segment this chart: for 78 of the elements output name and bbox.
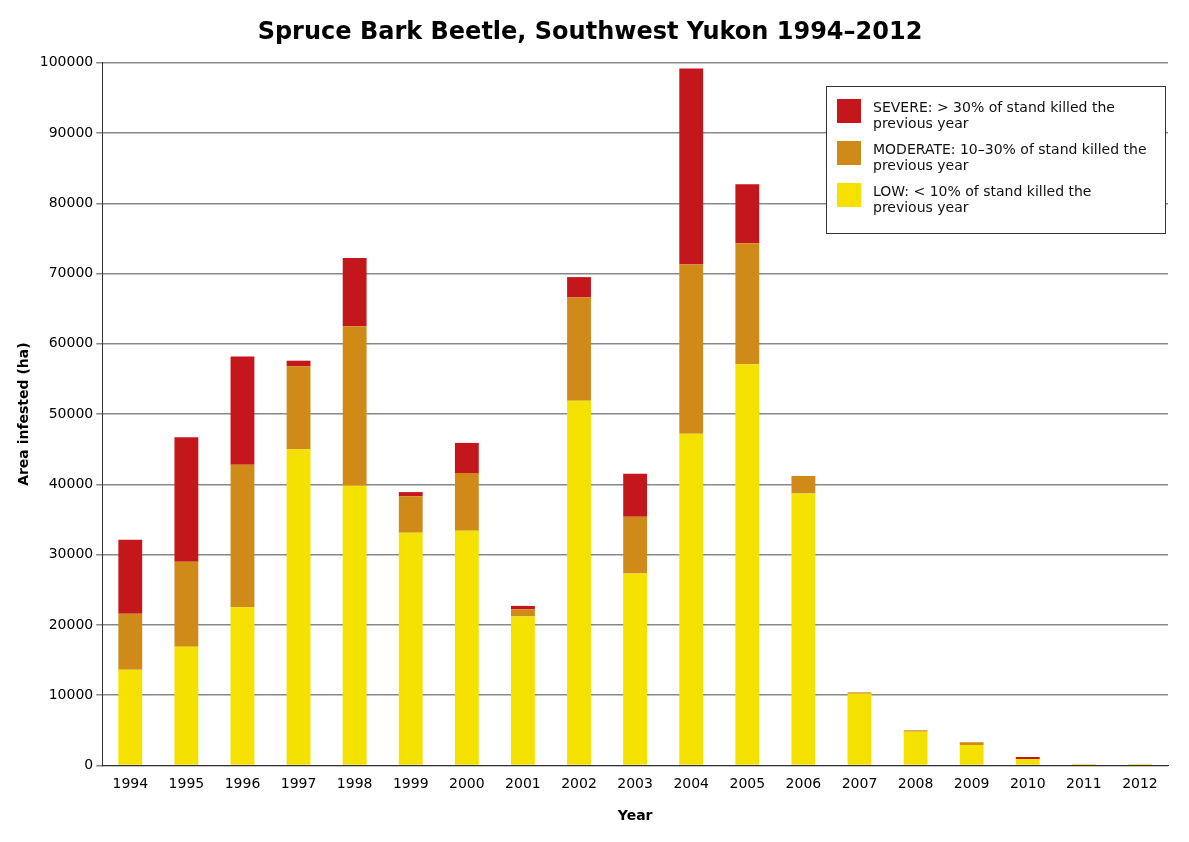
bar — [454, 473, 479, 531]
bar — [791, 493, 816, 765]
bar — [735, 364, 760, 765]
y-tick-label: 0 — [84, 756, 94, 773]
x-tick-label: 1999 — [392, 775, 429, 792]
bar — [342, 485, 367, 765]
bar — [398, 492, 423, 497]
bar — [118, 669, 143, 765]
x-tick-label: 2002 — [561, 775, 597, 792]
y-tick-label: 10000 — [48, 685, 94, 702]
bar — [511, 609, 535, 617]
bar — [679, 264, 704, 434]
bar — [623, 516, 648, 574]
bar — [454, 442, 479, 474]
bar — [174, 561, 199, 647]
bar — [118, 539, 143, 614]
bar — [342, 258, 367, 327]
bar — [791, 475, 816, 494]
bar — [230, 356, 255, 465]
y-tick-label: 90000 — [48, 123, 94, 140]
bar — [174, 646, 199, 765]
x-tick-label: 2011 — [1066, 775, 1102, 792]
y-tick-label: 30000 — [48, 545, 94, 562]
bar — [1015, 759, 1040, 765]
bar — [398, 496, 423, 533]
bar — [230, 464, 255, 608]
y-tick-label: 50000 — [48, 404, 94, 421]
x-tick-label: 2010 — [1009, 775, 1046, 792]
bar — [735, 184, 760, 244]
bar — [454, 530, 479, 765]
bar — [174, 437, 199, 562]
x-tick-label: 1997 — [280, 775, 317, 792]
x-tick-label: 2000 — [449, 775, 485, 792]
x-tick-label: 2009 — [953, 775, 990, 792]
y-tick-label: 80000 — [48, 193, 94, 210]
bar — [679, 433, 704, 765]
x-tick-label: 1995 — [168, 775, 205, 792]
legend-label: MODERATE: 10–30% of stand killed the previous year — [873, 141, 1148, 173]
bar — [230, 607, 255, 765]
bar — [679, 68, 704, 265]
bar — [398, 532, 423, 765]
bar — [567, 277, 591, 298]
x-tick-label: 2007 — [841, 775, 878, 792]
y-tick-label: 20000 — [48, 615, 94, 632]
bar — [1015, 756, 1040, 760]
chart-title: Spruce Bark Beetle, Southwest Yukon 1994–2012 — [257, 16, 923, 45]
bar — [286, 366, 311, 450]
bar — [847, 693, 872, 765]
x-tick-label: 2006 — [785, 775, 822, 792]
legend-label: LOW: < 10% of stand killed the previous year — [873, 183, 1093, 215]
bar — [623, 573, 648, 765]
bar — [959, 742, 984, 746]
x-axis-title: Year — [616, 807, 653, 824]
bar — [623, 473, 648, 517]
bar — [567, 400, 591, 765]
bar — [286, 449, 311, 765]
bar — [511, 616, 535, 765]
bar — [735, 243, 760, 365]
x-tick-label: 2001 — [505, 775, 541, 792]
x-tick-label: 2008 — [897, 775, 934, 792]
x-tick-label: 1998 — [336, 775, 373, 792]
x-tick-label: 1996 — [224, 775, 261, 792]
bar — [959, 745, 984, 765]
bar — [903, 731, 928, 765]
x-tick-label: 2004 — [673, 775, 710, 792]
bar — [118, 613, 143, 670]
y-tick-label: 40000 — [48, 475, 94, 491]
y-tick-label: 60000 — [48, 334, 94, 351]
y-axis-title: Area infested (ha) — [15, 342, 32, 486]
bar — [342, 326, 367, 486]
x-tick-label: 2012 — [1122, 775, 1158, 792]
x-tick-label: 2005 — [729, 775, 766, 792]
y-tick-label: 100000 — [39, 53, 94, 70]
legend-label: SEVERE: > 30% of stand killed the previous year — [873, 99, 1116, 131]
bar — [567, 297, 591, 401]
x-tick-label: 1994 — [112, 775, 149, 792]
y-tick-label: 70000 — [48, 264, 94, 281]
x-tick-label: 2003 — [617, 775, 653, 792]
